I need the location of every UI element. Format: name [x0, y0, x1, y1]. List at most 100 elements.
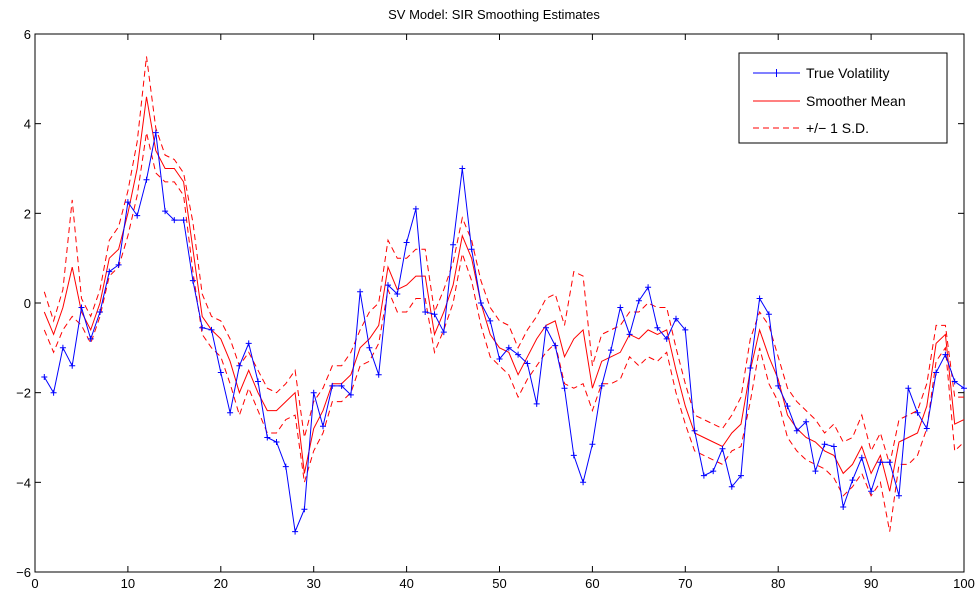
series-line-1: [43, 96, 965, 492]
data-point: [468, 246, 475, 253]
data-point: [896, 492, 902, 499]
x-tick-label: 30: [306, 576, 320, 590]
data-point: [310, 389, 317, 396]
legend-label-smoother-mean: Smoother Mean: [806, 93, 906, 109]
data-point: [347, 391, 354, 398]
data-point: [923, 425, 930, 432]
data-point: [385, 282, 391, 289]
data-point: [264, 434, 271, 441]
data-point: [608, 347, 614, 354]
chart-title: SV Model: SIR Smoothing Estimates: [388, 7, 600, 22]
data-point: [830, 443, 837, 450]
data-point: [663, 335, 670, 342]
data-point: [78, 304, 85, 311]
data-point: [320, 423, 326, 430]
data-point: [477, 300, 484, 306]
data-point: [840, 504, 847, 510]
data-point: [329, 382, 336, 389]
data-point: [812, 468, 819, 475]
data-point: [50, 389, 57, 396]
data-point: [115, 261, 122, 268]
data-point: [255, 378, 261, 385]
data-point: [227, 409, 234, 416]
data-point: [217, 369, 224, 376]
data-point: [886, 459, 893, 466]
data-point: [189, 277, 196, 284]
data-point: [775, 382, 782, 389]
series-line-2: [43, 56, 964, 465]
data-point: [366, 344, 373, 351]
data-point: [849, 477, 856, 484]
data-point: [282, 463, 289, 470]
data-point: [756, 295, 763, 302]
data-point: [245, 340, 252, 347]
data-point: [440, 329, 447, 336]
data-point: [654, 324, 661, 331]
data-point: [552, 342, 559, 349]
data-point: [171, 217, 178, 224]
data-point: [868, 488, 875, 495]
series-line-3: [43, 132, 965, 532]
data-point: [691, 427, 698, 434]
data-point: [626, 331, 633, 338]
y-tick-label: 4: [24, 117, 31, 132]
data-point: [162, 208, 169, 215]
data-point: [450, 241, 457, 248]
data-point: [152, 129, 159, 136]
data-point: [292, 528, 299, 535]
data-point: [134, 212, 141, 219]
y-tick-label: −4: [16, 475, 31, 490]
data-point: [682, 326, 689, 333]
data-point: [533, 400, 540, 407]
data-point: [524, 360, 531, 367]
axis-ticks: 0 10 20 30 40 50 60 70 80 90 100 −6 −4 −2 0 2 4 6: [16, 27, 975, 590]
data-point: [700, 472, 707, 479]
data-point: [877, 459, 884, 466]
data-point: [357, 288, 364, 295]
data-point: [635, 297, 642, 304]
data-point: [273, 439, 280, 445]
y-tick-label: −2: [16, 386, 31, 401]
data-point: [589, 441, 596, 448]
data-point: [515, 351, 522, 358]
data-point: [403, 239, 410, 246]
data-point: [617, 304, 624, 311]
data-point: [719, 445, 726, 452]
x-tick-label: 100: [953, 576, 975, 590]
y-tick-label: 2: [24, 206, 31, 221]
data-point: [803, 418, 810, 425]
x-tick-label: 90: [864, 576, 878, 590]
data-point: [784, 403, 791, 410]
legend-label-true-volatility: True Volatility: [806, 65, 890, 81]
data-point: [41, 374, 48, 380]
data-point: [236, 362, 243, 369]
data-point: [738, 472, 744, 479]
x-tick-label: 50: [492, 576, 506, 590]
data-point: [496, 356, 503, 362]
y-tick-label: −6: [16, 565, 31, 580]
data-point: [338, 382, 345, 389]
data-point: [858, 454, 865, 461]
data-point: [199, 324, 206, 331]
data-point: [375, 371, 382, 378]
data-point: [431, 311, 438, 318]
legend: True Volatility Smoother Mean +/− 1 S.D.: [738, 52, 948, 144]
data-point: [645, 284, 652, 291]
data-point: [905, 385, 912, 392]
x-tick-label: 60: [585, 576, 599, 590]
x-tick-label: 10: [121, 576, 135, 590]
data-point: [793, 427, 800, 434]
data-point: [961, 385, 967, 392]
data-point: [942, 351, 949, 358]
data-point: [570, 452, 577, 459]
data-point: [143, 176, 150, 183]
data-point: [459, 165, 466, 172]
data-point: [914, 409, 921, 416]
data-point: [673, 315, 679, 322]
data-point: [422, 309, 429, 315]
series-layer: [41, 56, 967, 535]
data-point: [747, 365, 754, 371]
data-point: [580, 479, 587, 486]
series-line-0: [43, 132, 965, 534]
